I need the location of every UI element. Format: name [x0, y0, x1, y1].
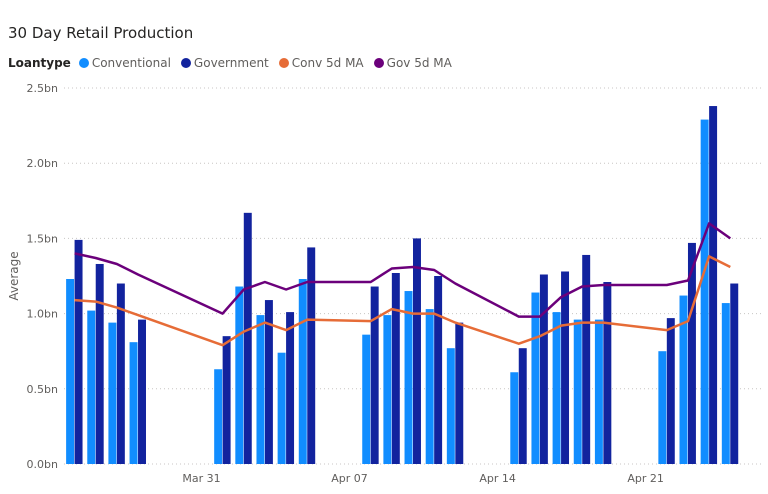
bar-government: [666, 318, 675, 464]
x-axis-ticks: Mar 31 Apr 07 Apr 14 Apr 21: [182, 472, 664, 485]
bar-conventional: [721, 303, 730, 464]
y-tick-label: 1.0bn: [27, 308, 58, 321]
legend-dot-government: [180, 58, 191, 68]
y-tick-label: 2.5bn: [27, 82, 58, 95]
legend-item-conventional[interactable]: Conventional: [78, 56, 171, 70]
bar-conventional: [552, 312, 561, 464]
x-tick-label: Apr 14: [479, 472, 516, 485]
bar-conventional: [129, 342, 138, 464]
bars: [66, 106, 739, 465]
bar-conventional: [256, 315, 265, 464]
bar-government: [370, 286, 379, 464]
bar-conventional: [277, 352, 286, 464]
bar-government: [95, 263, 104, 464]
bar-conventional: [108, 322, 117, 464]
legend-item-gov-5d-ma[interactable]: Gov 5d MA: [373, 56, 452, 70]
legend-label-gov-5d-ma: Gov 5d MA: [386, 56, 452, 70]
legend: Loantype Conventional Government Conv 5d…: [8, 56, 462, 70]
bar-government: [582, 254, 591, 464]
bar-conventional: [531, 292, 540, 464]
bar-conventional: [679, 295, 688, 464]
bar-conventional: [700, 119, 709, 465]
bar-government: [74, 239, 83, 464]
y-tick-label: 2.0bn: [27, 157, 58, 170]
bar-government: [434, 276, 443, 464]
bar-conventional: [87, 310, 96, 464]
ma-lines: [74, 222, 732, 347]
bar-government: [709, 106, 718, 464]
bar-conventional: [658, 351, 667, 464]
legend-label-conv-5d-ma: Conv 5d MA: [291, 56, 364, 70]
bar-government: [561, 271, 570, 464]
bar-government: [730, 283, 739, 464]
bar-conventional: [298, 279, 307, 464]
bar-conventional: [235, 286, 244, 464]
series-line-gov-5d-ma: [74, 222, 732, 318]
bar-conventional: [404, 291, 413, 464]
bar-government: [518, 348, 527, 464]
x-tick-label: Apr 07: [331, 472, 368, 485]
bar-government: [539, 274, 548, 464]
y-axis-ticks: 0.0bn 0.5bn 1.0bn 1.5bn 2.0bn 2.5bn: [27, 82, 58, 471]
series-line-conv-5d-ma: [74, 255, 731, 347]
bar-government: [264, 300, 273, 464]
bar-government: [687, 242, 696, 464]
legend-dot-conventional: [78, 58, 89, 68]
bar-government: [455, 322, 464, 464]
legend-label-conventional: Conventional: [91, 56, 171, 70]
bar-conventional: [383, 315, 392, 464]
y-tick-label: 1.5bn: [27, 232, 58, 245]
bar-conventional: [594, 319, 603, 464]
legend-dot-conv-5d-ma: [278, 58, 289, 68]
bar-conventional: [573, 319, 582, 464]
legend-label-government: Government: [193, 56, 269, 70]
x-tick-label: Mar 31: [182, 472, 220, 485]
legend-dot-gov-5d-ma: [373, 58, 384, 68]
bar-conventional: [66, 279, 75, 464]
bar-government: [413, 238, 421, 464]
bar-conventional: [446, 348, 455, 464]
bar-government: [116, 283, 125, 464]
bar-government: [138, 319, 146, 464]
chart-title: 30 Day Retail Production: [8, 24, 194, 42]
bar-conventional: [425, 309, 434, 464]
bar-government: [307, 247, 316, 464]
bar-government: [286, 312, 295, 464]
y-tick-label: 0.5bn: [27, 383, 58, 396]
bar-government: [243, 212, 252, 464]
y-tick-label: 0.0bn: [27, 458, 58, 471]
y-axis-label: Average: [7, 251, 21, 300]
bar-government: [391, 272, 400, 464]
bar-government: [603, 282, 612, 464]
bar-conventional: [214, 369, 223, 464]
bar-government: [222, 336, 231, 464]
x-tick-label: Apr 21: [627, 472, 664, 485]
legend-title: Loantype: [8, 56, 71, 70]
bar-conventional: [510, 372, 519, 464]
legend-item-conv-5d-ma[interactable]: Conv 5d MA: [278, 56, 364, 70]
legend-item-government[interactable]: Government: [180, 56, 269, 70]
bar-conventional: [362, 334, 371, 464]
